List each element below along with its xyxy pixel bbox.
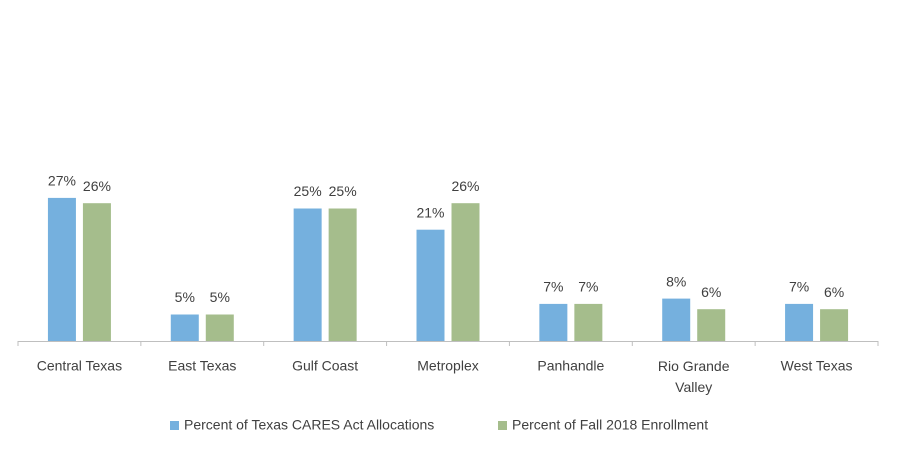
bar [539, 303, 568, 341]
bar [205, 314, 234, 341]
bar [785, 303, 814, 341]
bar [82, 203, 111, 341]
data-label: 26% [451, 178, 479, 194]
data-label: 27% [48, 173, 76, 189]
x-tick-label: Panhandle [537, 358, 604, 374]
x-tick-label: East Texas [168, 358, 236, 374]
data-label: 8% [666, 273, 686, 289]
legend-label: Percent of Fall 2018 Enrollment [512, 417, 708, 433]
bar [416, 229, 445, 341]
data-label: 7% [578, 279, 598, 295]
data-label: 25% [329, 183, 357, 199]
x-tick-label: Rio Grande Valley [658, 358, 730, 395]
legend-swatch [170, 421, 179, 430]
data-label: 7% [543, 279, 563, 295]
bar [574, 303, 603, 341]
x-tick-label: Metroplex [417, 358, 478, 374]
legend-label: Percent of Texas CARES Act Allocations [184, 417, 434, 433]
data-label: 26% [83, 178, 111, 194]
data-label: 6% [824, 284, 844, 300]
legend-swatch [498, 421, 507, 430]
data-label: 5% [175, 289, 195, 305]
data-label: 25% [294, 183, 322, 199]
bar [662, 298, 691, 341]
bar [47, 197, 76, 341]
bar [451, 203, 480, 341]
data-label: 6% [701, 284, 721, 300]
x-tick-label: Central Texas [37, 358, 122, 374]
bar [820, 309, 849, 341]
bar [293, 208, 322, 341]
x-tick-label: Gulf Coast [292, 358, 358, 374]
data-label: 5% [210, 289, 230, 305]
x-tick-label: West Texas [781, 358, 853, 374]
bar [328, 208, 357, 341]
data-label: 21% [416, 204, 444, 220]
bar [170, 314, 199, 341]
data-label: 7% [789, 279, 809, 295]
bar [697, 309, 726, 341]
